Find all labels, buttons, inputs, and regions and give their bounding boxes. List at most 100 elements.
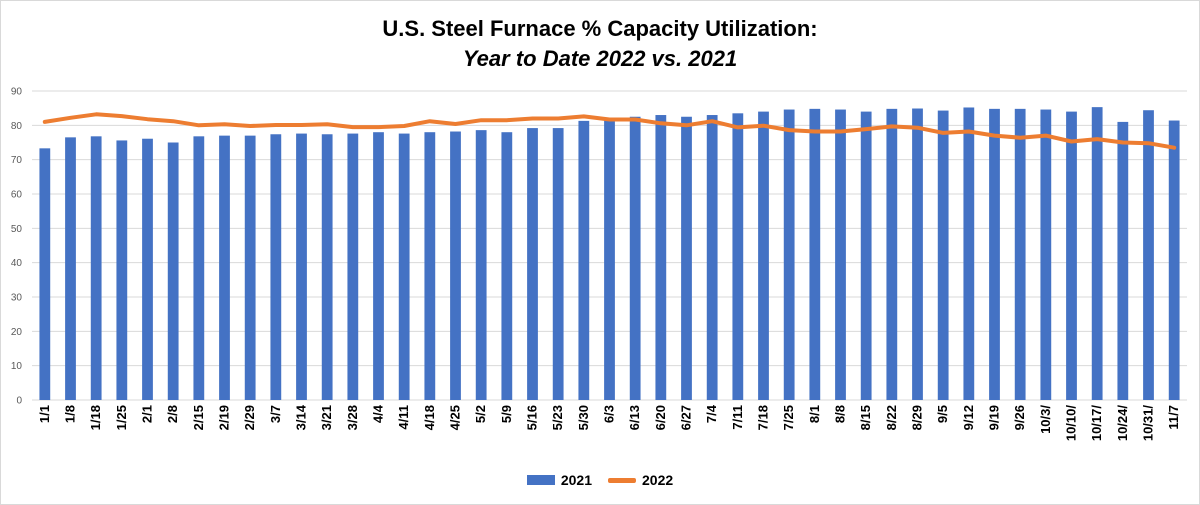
legend: 2021 2022 (0, 470, 1200, 490)
bar-2021 (347, 133, 359, 400)
bar-2021 (809, 108, 821, 400)
x-tick-label: 10/17/ (1089, 405, 1104, 442)
x-tick-label: 5/30 (576, 405, 591, 430)
x-tick-label: 8/1 (807, 405, 822, 423)
bar-2021 (1117, 121, 1129, 401)
x-tick-label: 4/11 (396, 405, 411, 430)
bar-2021 (1091, 107, 1103, 401)
x-tick-label: 2/8 (165, 405, 180, 423)
x-tick-label: 4/18 (422, 405, 437, 430)
bar-2021 (373, 132, 384, 400)
y-tick-label: 90 (11, 87, 23, 98)
x-tick-label: 7/18 (756, 405, 771, 430)
bar-2021 (886, 108, 898, 400)
x-tick-label: 3/14 (294, 404, 309, 430)
bar-2021 (1168, 120, 1180, 400)
x-tick-label: 6/13 (627, 405, 642, 430)
x-tick-label: 3/7 (268, 405, 283, 423)
x-tick-label: 8/29 (910, 405, 925, 430)
y-tick-label: 50 (11, 224, 23, 235)
bar-2021 (116, 140, 128, 400)
legend-label-2022: 2022 (642, 472, 674, 488)
x-tick-label: 9/19 (987, 405, 1002, 430)
x-tick-label: 1/25 (114, 405, 129, 430)
x-tick-label: 7/25 (781, 405, 796, 430)
x-tick-label: 6/20 (653, 405, 668, 430)
bar-2021 (39, 148, 51, 400)
bar-2021 (1066, 111, 1077, 400)
x-tick-label: 2/1 (140, 405, 155, 423)
bar-2021 (860, 111, 872, 400)
y-tick-label: 80 (11, 121, 23, 132)
bar-2021 (398, 133, 410, 400)
bar-2021 (296, 133, 307, 400)
bar-2021 (219, 135, 230, 400)
bar-2021 (629, 116, 641, 400)
x-tick-label: 1/8 (63, 405, 78, 423)
x-tick-label: 9/26 (1012, 405, 1027, 430)
y-tick-label: 60 (11, 190, 23, 201)
bar-2021 (142, 138, 153, 400)
bar-2021 (424, 132, 436, 400)
bar-2021 (193, 136, 205, 400)
bar-2021 (1040, 109, 1052, 400)
x-tick-label: 10/31/ (1141, 405, 1156, 442)
bar-2021 (450, 131, 461, 400)
x-tick-label: 1/1 (37, 405, 52, 423)
x-tick-label: 9/5 (935, 405, 950, 423)
bar-2021 (578, 120, 590, 401)
x-tick-label: 5/2 (473, 405, 488, 423)
x-tick-label: 5/9 (499, 405, 514, 423)
bar-2021 (1143, 110, 1154, 400)
x-tick-label: 3/28 (345, 405, 360, 430)
x-tick-label: 7/11 (730, 405, 745, 430)
x-tick-label: 4/25 (448, 405, 463, 430)
x-tick-label: 8/15 (858, 405, 873, 430)
chart-subtitle: Year to Date 2022 vs. 2021 (462, 46, 738, 71)
bar-2021 (501, 132, 513, 400)
legend-item-2022: 2022 (608, 472, 673, 488)
bar-2021 (783, 109, 795, 400)
x-tick-label: 11/7 (1166, 405, 1181, 430)
bar-2021 (758, 111, 769, 400)
bar-2021 (1014, 108, 1026, 400)
bar-2021 (527, 128, 538, 400)
x-tick-label: 8/8 (833, 405, 848, 423)
x-tick-label: 2/19 (217, 405, 232, 430)
x-tick-label: 7/4 (704, 404, 719, 423)
y-tick-label: 20 (11, 327, 23, 338)
bar-2021 (706, 115, 718, 401)
x-tick-label: 6/27 (679, 405, 694, 430)
x-tick-label: 5/23 (550, 405, 565, 430)
bar-2021 (604, 119, 615, 400)
bar-2021 (90, 136, 102, 400)
bar-2021 (963, 107, 975, 400)
y-tick-label: 30 (11, 293, 23, 304)
bar-2021 (655, 115, 667, 401)
bar-2021 (321, 134, 333, 400)
y-tick-label: 70 (11, 155, 23, 166)
x-tick-label: 4/4 (371, 404, 386, 423)
x-tick-label: 10/24/ (1115, 405, 1130, 442)
bar-2021 (732, 113, 744, 401)
x-tick-label: 2/15 (191, 405, 206, 430)
x-tick-label: 6/3 (602, 405, 617, 423)
legend-item-2021: 2021 (526, 472, 592, 488)
bar-2021 (65, 137, 76, 400)
bar-2021 (681, 116, 692, 400)
legend-swatch-2022 (608, 477, 636, 483)
bar-2021 (937, 110, 949, 400)
x-tick-label: 3/21 (319, 405, 334, 430)
bar-2021 (989, 108, 1000, 400)
bar-2021 (475, 130, 487, 400)
x-tick-label: 8/22 (884, 405, 899, 430)
bar-2021 (167, 142, 179, 400)
y-tick-label: 10 (11, 361, 23, 372)
x-tick-label: 9/12 (961, 405, 976, 430)
chart-title: U.S. Steel Furnace % Capacity Utilizatio… (382, 16, 818, 41)
legend-swatch-2021 (526, 475, 555, 485)
x-tick-label: 10/3/ (1038, 405, 1053, 434)
bar-2021 (552, 128, 564, 400)
x-tick-label: 5/16 (525, 405, 540, 430)
